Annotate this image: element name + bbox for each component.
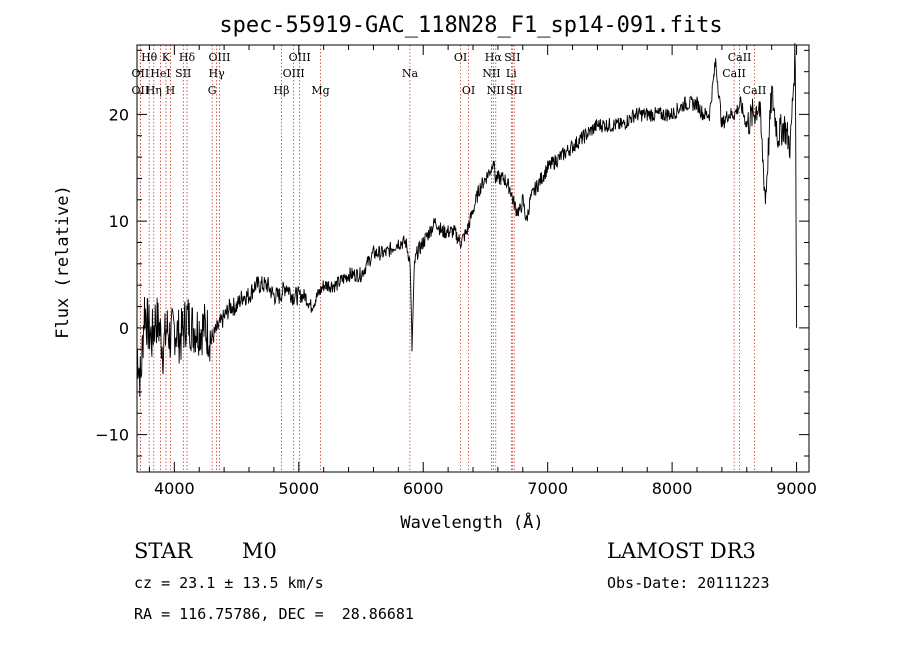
- emission-line-label: CaII: [722, 67, 746, 80]
- x-tick-label: 6000: [403, 479, 444, 498]
- y-tick-label: 10: [109, 212, 129, 231]
- emission-line-label: Hγ: [209, 67, 226, 80]
- emission-line-label: CaII: [728, 51, 752, 64]
- emission-line-label: OIII: [283, 67, 305, 80]
- emission-line-label: K: [162, 51, 171, 64]
- emission-line-label: SII: [506, 84, 522, 97]
- emission-line-label: NII: [487, 84, 505, 97]
- x-axis-label: Wavelength (Å): [400, 511, 543, 533]
- x-tick-label: 4000: [154, 479, 195, 498]
- spectrum-series-line: [136, 43, 798, 397]
- ticks-layer: 4000 5000 6000 7000 8000 9000 −10 0 10 20: [95, 45, 817, 498]
- chart-title: spec-55919-GAC_118N28_F1_sp14-091.fits: [219, 13, 722, 38]
- object-class: STAR: [134, 539, 193, 563]
- y-axis-label: Flux (relative): [53, 185, 73, 339]
- plot-frame: [136, 44, 810, 473]
- x-tick-label: 9000: [776, 479, 817, 498]
- x-tick-label: 8000: [652, 479, 693, 498]
- emission-line-label: Hδ: [179, 51, 196, 64]
- emission-line-label: OIII: [289, 51, 311, 64]
- redshift-velocity: cz = 23.1 ± 13.5 km/s: [134, 574, 324, 592]
- emission-line-label: Na: [402, 67, 419, 80]
- emission-line-label: OIII: [208, 51, 230, 64]
- emission-line-label: Hθ: [141, 51, 158, 64]
- y-tick-label: 0: [119, 319, 129, 338]
- survey-name: LAMOST DR3: [607, 539, 756, 563]
- emission-line-label: NII: [482, 67, 500, 80]
- emission-line-label: SII: [504, 51, 520, 64]
- emission-line-label: OI: [462, 84, 475, 97]
- emission-line-label: CaII: [743, 84, 767, 97]
- emission-line-label: HeI: [150, 67, 170, 80]
- coordinates: RA = 116.75786, DEC = 28.86681: [134, 605, 414, 623]
- emission-line-label: OI: [454, 51, 467, 64]
- spectrum-layer: [136, 43, 798, 397]
- x-tick-label: 5000: [278, 479, 319, 498]
- emission-line-label: SII: [175, 67, 191, 80]
- emission-line-label: Hβ: [274, 84, 290, 97]
- object-subclass: M0: [242, 539, 277, 563]
- emission-line-label: OII: [132, 84, 150, 97]
- emission-line-label: Li: [506, 67, 517, 80]
- observation-date: Obs-Date: 20111223: [607, 574, 770, 592]
- emission-line-label: Hα: [485, 51, 503, 64]
- emission-line-label: Mg: [311, 84, 329, 97]
- y-tick-label: 20: [109, 105, 129, 124]
- y-tick-label: −10: [95, 426, 129, 445]
- emission-line-label: H: [166, 84, 176, 97]
- emission-line-label: Hη: [146, 84, 162, 97]
- emission-line-label: G: [208, 84, 217, 97]
- x-tick-label: 7000: [527, 479, 568, 498]
